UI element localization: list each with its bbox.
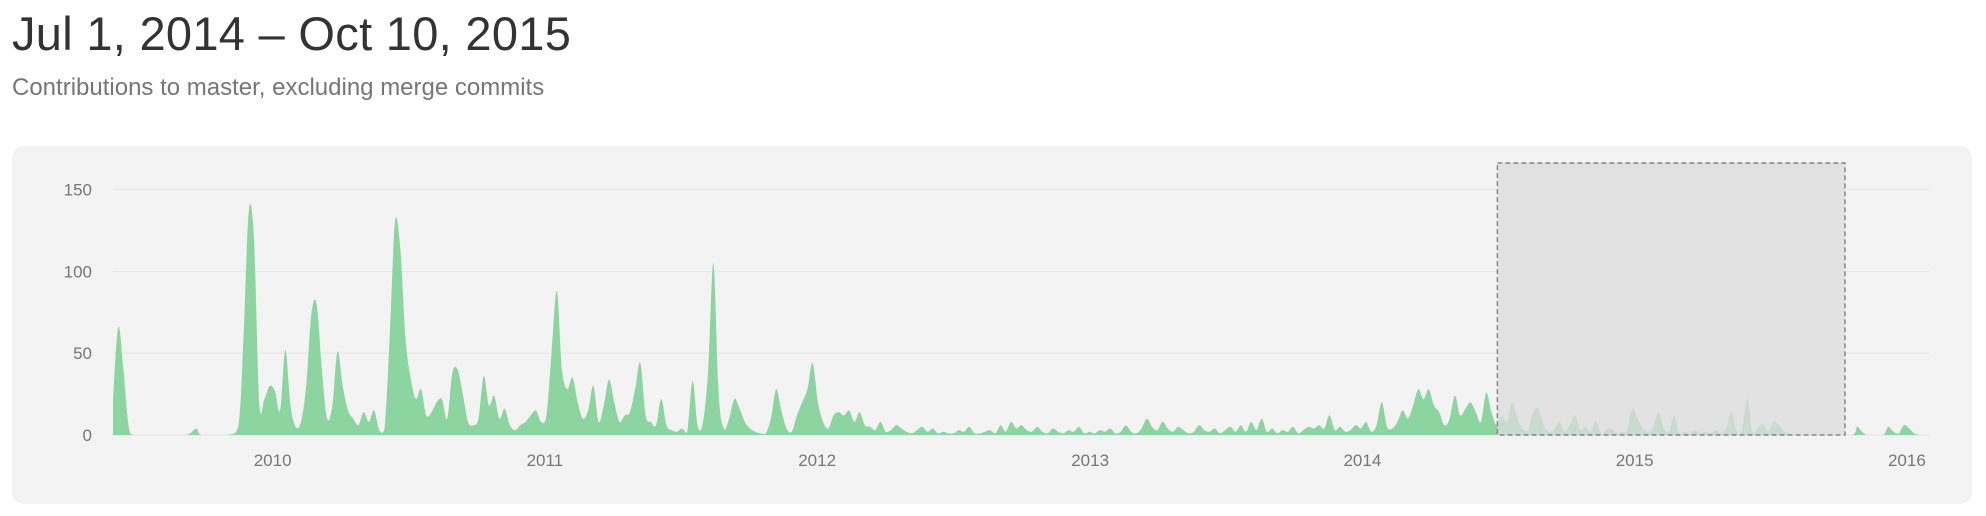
- x-tick-label: 2011: [527, 451, 564, 470]
- y-axis: 0 50 100 150: [64, 181, 92, 445]
- contributions-chart-panel[interactable]: 0 50 100 150 2010 2011 2012 2013 2014 2015 2016: [12, 146, 1972, 504]
- contributions-area-chart[interactable]: 0 50 100 150 2010 2011 2012 2013 2014 2015 2016: [12, 146, 1972, 504]
- x-tick-label: 2010: [254, 451, 292, 470]
- y-tick-label: 100: [64, 262, 92, 281]
- x-tick-label: 2014: [1343, 451, 1381, 470]
- x-tick-label: 2012: [798, 451, 836, 470]
- y-tick-label: 50: [73, 344, 92, 363]
- x-axis: 2010 2011 2012 2013 2014 2015 2016: [254, 451, 1926, 470]
- chart-subtitle: Contributions to master, excluding merge…: [12, 74, 545, 101]
- x-tick-label: 2016: [1888, 451, 1926, 470]
- selected-range-brush[interactable]: [1496, 162, 1846, 436]
- x-tick-label: 2015: [1616, 451, 1654, 470]
- y-tick-label: 0: [83, 426, 92, 445]
- x-tick-label: 2013: [1071, 451, 1109, 470]
- date-range-title: Jul 1, 2014 – Oct 10, 2015: [12, 7, 572, 60]
- y-tick-label: 150: [64, 181, 92, 200]
